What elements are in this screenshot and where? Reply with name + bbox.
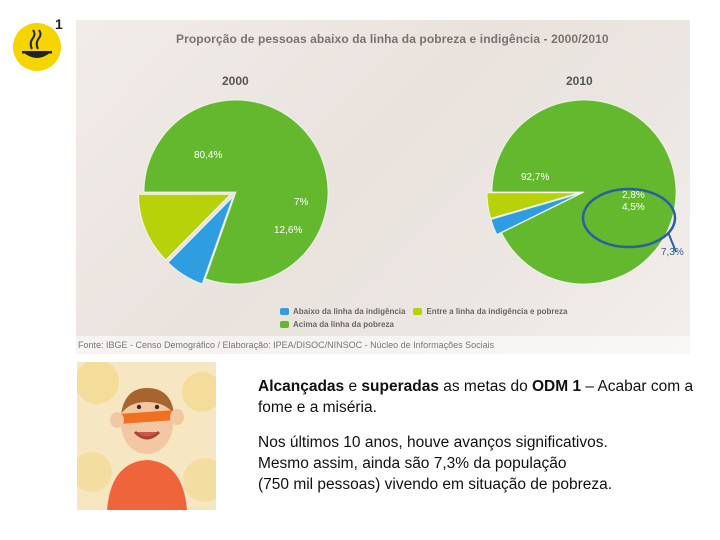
text-line: Nos últimos 10 anos, houve avanços signi… [258,434,608,451]
text-fragment: – Acabar com a fome e a miséria. [258,378,694,416]
text-highlight-exceeded: superadas [361,378,439,395]
annotation-pointer [667,231,677,253]
slice-above-2000 [143,99,329,285]
slice-below-indigence-2010-label: 2,8% [622,190,645,201]
legend-item-below-indigence: Abaixo da linha da indigência [280,307,405,316]
slide-number: 1 [55,16,63,32]
slice-between-2010-label: 4,5% [622,202,645,213]
text-paragraph-2: Nos últimos 10 anos, houve avanços signi… [258,432,708,495]
slice-above-2010 [491,99,677,285]
legend-swatch [413,308,423,315]
text-highlight-achieved: Alcançadas [258,378,345,395]
annotation-label: 7,3% [661,247,684,258]
slice-below-indigence-2010 [490,193,580,236]
chart-panel: Proporção de pessoas abaixo da linha da … [76,20,690,354]
slice-above-2000-label: 80,4% [194,150,222,161]
pie-charts: 80,4% 7% 12,6% 92,7% 2,8%4,5% 7,3% [137,99,684,285]
chart-legend: Abaixo da linha da indigência Entre a li… [280,306,567,332]
slide-text: Alcançadas e superadas as metas do ODM 1… [258,376,708,509]
legend-label: Acima da linha da pobreza [293,320,394,329]
legend-item-between: Entre a linha da indigência e pobreza [413,307,567,316]
legend-swatch [280,321,289,328]
slice-below-indigence-2000-label: 7% [294,197,309,208]
text-line: Mesmo assim, ainda são 7,3% da população [258,455,567,472]
pie-2010: 92,7% 2,8%4,5% [486,99,677,285]
text-line: (750 mil pessoas) vivendo em situação de… [258,476,613,493]
legend-item-above: Acima da linha da pobreza [280,320,394,329]
slice-between-2000 [137,193,232,261]
pie-2000-title: 2000 [222,74,249,88]
pie-2000: 80,4% 7% 12,6% [137,99,329,285]
legend-swatch [280,308,289,315]
chart-title: Proporção de pessoas abaixo da linha da … [176,32,609,46]
text-fragment: e [344,378,362,395]
odm-logo-icon [13,23,61,71]
slice-between-2000-label: 12,6% [274,225,302,236]
slice-above-2010-label: 92,7% [521,172,549,183]
chart-source: Fonte: IBGE - Censo Demográfico / Elabor… [76,336,690,354]
text-paragraph-1: Alcançadas e superadas as metas do ODM 1… [258,376,708,418]
legend-label: Abaixo da linha da indigência [293,307,406,316]
annotation-circle [581,187,677,249]
text-fragment: as metas do [438,378,532,395]
legend-label: Entre a linha da indigência e pobreza [426,307,568,316]
text-highlight-odm: ODM 1 [532,378,582,395]
slice-between-2010 [486,192,580,219]
pie-2010-title: 2010 [566,74,593,88]
child-with-carrot-photo [77,362,216,510]
slice-below-indigence-2000 [167,196,234,285]
